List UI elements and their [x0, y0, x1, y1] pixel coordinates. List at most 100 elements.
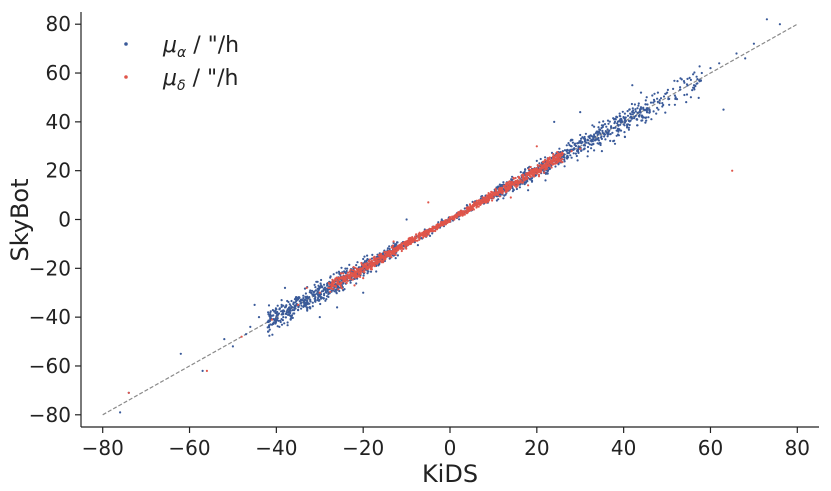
data-point-mu-alpha	[294, 301, 297, 304]
data-point-mu-alpha	[280, 323, 284, 326]
data-point-mu-alpha	[673, 94, 677, 97]
data-point-mu-delta	[436, 225, 439, 228]
data-point-mu-alpha	[578, 141, 581, 144]
data-point-mu-alpha	[722, 108, 725, 111]
data-point-mu-alpha	[693, 71, 696, 74]
data-point-mu-delta	[370, 259, 373, 263]
data-point-mu-alpha	[274, 318, 277, 321]
y-tick-label: 60	[46, 61, 71, 85]
data-point-mu-alpha	[558, 147, 561, 150]
data-point-mu-alpha	[584, 132, 588, 135]
data-point-mu-delta	[482, 196, 485, 199]
data-point-mu-delta	[552, 157, 555, 160]
data-point-mu-alpha	[619, 129, 623, 132]
data-point-mu-alpha	[563, 160, 566, 163]
data-point-mu-alpha	[683, 81, 686, 84]
data-point-mu-delta	[547, 157, 550, 160]
data-point-mu-alpha	[310, 289, 314, 292]
data-point-mu-alpha	[651, 94, 654, 97]
data-point-mu-alpha	[309, 306, 312, 309]
data-point-mu-delta	[318, 291, 321, 294]
data-point-mu-alpha	[298, 300, 301, 303]
data-point-mu-alpha	[646, 111, 649, 114]
data-point-mu-alpha	[267, 319, 270, 322]
legend-marker-mu-delta	[124, 75, 128, 79]
data-point-mu-alpha	[680, 78, 683, 81]
data-point-mu-alpha	[344, 271, 347, 274]
data-point-mu-alpha	[650, 118, 653, 121]
data-point-mu-alpha	[272, 321, 275, 324]
data-point-mu-alpha	[581, 136, 584, 139]
data-point-mu-delta	[512, 177, 515, 180]
data-point-mu-alpha	[688, 76, 691, 79]
data-point-mu-alpha	[655, 112, 658, 115]
data-point-mu-alpha	[297, 309, 300, 312]
data-point-mu-alpha	[571, 138, 574, 141]
data-point-mu-alpha	[565, 144, 568, 147]
data-point-mu-alpha	[332, 273, 335, 276]
data-point-mu-delta	[508, 183, 511, 186]
data-point-mu-alpha	[583, 139, 587, 142]
data-point-mu-delta	[491, 199, 494, 202]
data-point-mu-delta	[552, 153, 555, 156]
data-point-mu-alpha	[326, 284, 329, 287]
data-point-mu-alpha	[610, 126, 613, 129]
y-tick-label: 40	[46, 110, 71, 134]
data-point-mu-alpha	[280, 305, 283, 308]
data-point-mu-alpha	[324, 291, 327, 294]
data-point-mu-alpha	[294, 307, 297, 310]
legend-marker-mu-alpha	[124, 42, 128, 46]
legend: μα / "/h μδ / "/h	[124, 33, 239, 94]
data-point-mu-alpha	[623, 124, 626, 127]
data-point-mu-delta	[436, 223, 439, 226]
data-point-mu-alpha	[574, 152, 578, 155]
data-point-mu-delta	[361, 267, 364, 270]
data-point-mu-alpha	[658, 102, 661, 105]
data-point-mu-alpha	[696, 78, 699, 81]
data-point-mu-alpha	[356, 261, 359, 264]
data-point-mu-alpha	[119, 411, 122, 414]
data-point-mu-alpha	[576, 150, 579, 153]
data-point-mu-alpha	[290, 299, 293, 303]
data-point-mu-delta	[351, 278, 354, 281]
data-point-mu-delta	[327, 286, 330, 289]
data-point-mu-delta	[373, 262, 376, 265]
data-point-mu-delta	[452, 215, 455, 218]
data-point-mu-delta	[432, 227, 435, 230]
data-point-mu-alpha	[270, 314, 273, 317]
data-point-mu-alpha	[699, 79, 703, 82]
data-point-mu-delta	[507, 187, 510, 190]
data-point-mu-alpha	[363, 260, 366, 263]
data-point-mu-alpha	[362, 257, 365, 261]
data-point-mu-alpha	[293, 312, 296, 315]
data-point-mu-alpha	[318, 299, 321, 302]
data-point-mu-alpha	[271, 333, 274, 336]
data-point-mu-alpha	[284, 312, 287, 315]
axes-layer: −80 −60 −40 −20 0 20 40 60 80 −80 −60 −40 −20 0 20 40 60…	[29, 12, 819, 460]
data-point-mu-alpha	[634, 108, 637, 111]
data-point-mu-alpha	[335, 271, 338, 274]
data-point-mu-alpha	[428, 234, 432, 237]
data-point-mu-delta	[493, 191, 496, 194]
data-point-mu-alpha	[646, 103, 649, 106]
data-point-mu-delta	[521, 181, 525, 184]
data-point-mu-delta	[339, 285, 343, 288]
data-point-mu-alpha	[616, 120, 620, 123]
data-point-mu-alpha	[626, 114, 630, 117]
data-point-mu-delta	[561, 161, 564, 164]
data-point-mu-alpha	[577, 145, 580, 148]
data-point-mu-alpha	[691, 89, 694, 92]
data-point-mu-alpha	[280, 318, 283, 321]
data-point-mu-delta	[489, 193, 492, 196]
data-point-mu-delta	[365, 262, 368, 265]
data-point-mu-alpha	[396, 254, 399, 257]
data-point-mu-alpha	[664, 111, 667, 114]
data-point-mu-alpha	[640, 115, 644, 118]
data-point-mu-delta	[473, 204, 476, 207]
data-point-mu-delta	[529, 175, 532, 178]
data-point-mu-delta	[358, 267, 361, 270]
data-point-mu-delta	[551, 155, 555, 158]
data-point-mu-delta	[530, 173, 534, 176]
data-point-mu-delta	[386, 252, 389, 255]
